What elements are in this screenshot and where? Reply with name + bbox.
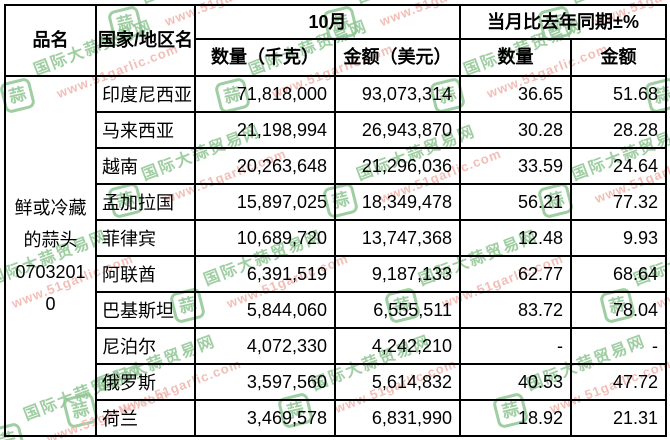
qty-kg-cell: 21,198,994	[194, 111, 336, 149]
amt-pct-cell: -	[569, 327, 668, 365]
header-month-group: 10月	[194, 4, 461, 40]
country-cell: 印度尼西亚	[95, 75, 196, 113]
qty-pct-cell: 30.28	[459, 111, 572, 149]
header-qty-pct: 数量	[459, 38, 572, 77]
table-row: 俄罗斯 3,597,560 5,614,832 40.53 47.72	[5, 363, 668, 401]
product-name-cell: 鲜或冷藏 的蒜头 0703201 0	[4, 75, 97, 437]
amt-usd-cell: 6,555,511	[334, 291, 461, 329]
qty-pct-cell: 18.92	[459, 399, 572, 437]
table-row: 阿联酋 6,391,519 9,187,133 62.77 68.64	[5, 255, 668, 293]
qty-pct-cell: 33.59	[459, 147, 572, 185]
qty-pct-cell: -	[459, 327, 572, 365]
table-row: 尼泊尔 4,072,330 4,242,210- -	[5, 327, 668, 365]
header-amt-usd: 金额（美元）	[334, 38, 461, 77]
amt-pct-cell: 28.28	[569, 111, 668, 149]
table-row: 孟加拉国 15,897,025 18,349,478 56.21 77.32	[5, 183, 668, 221]
amt-pct-cell: 47.72	[569, 363, 668, 401]
amt-pct-cell: 21.31	[569, 399, 668, 437]
country-cell: 荷兰	[95, 399, 196, 437]
qty-kg-cell: 5,844,060	[194, 291, 336, 329]
country-cell: 俄罗斯	[95, 363, 196, 401]
garlic-export-table: 品名 国家/地区名 10月 当月比去年同期±% 数量（千克） 金额（美元） 数量…	[4, 4, 668, 437]
country-cell: 越南	[95, 147, 196, 185]
table-row: 巴基斯坦 5,844,060 6,555,511 83.72 78.04	[5, 291, 668, 329]
amt-usd-cell: 26,943,870	[334, 111, 461, 149]
header-amt-pct: 金额	[569, 38, 668, 77]
qty-pct-cell: 12.48	[459, 219, 572, 257]
amt-pct-cell: 68.64	[569, 255, 668, 293]
amt-pct-cell: 51.68	[569, 75, 668, 113]
table-row: 鲜或冷藏 的蒜头 0703201 0 印度尼西亚 71,818,000 93,073,…	[4, 75, 668, 437]
amt-usd-cell: 5,614,832	[334, 363, 461, 401]
table-row: 菲律宾 10,689,720 13,747,368 12.48 9.93	[5, 219, 668, 257]
amt-usd-cell: 93,073,314	[334, 75, 461, 113]
amt-pct-cell: 24.64	[569, 147, 668, 185]
table-row: 荷兰 3,469,578 6,831,990 18.92 21.31	[5, 399, 668, 437]
amt-pct-cell: 78.04	[569, 291, 668, 329]
amt-usd-cell: 13,747,368	[334, 219, 461, 257]
amt-pct-cell: 77.32	[569, 183, 668, 221]
amt-usd-cell: 21,296,036	[334, 147, 461, 185]
qty-kg-cell: 20,263,648	[194, 147, 336, 185]
qty-kg-cell: 4,072,330	[194, 327, 336, 365]
table-row: 越南 20,263,648 21,296,036 33.59 24.64	[5, 147, 668, 185]
qty-pct-cell: 62.77	[459, 255, 572, 293]
country-cell: 马来西亚	[95, 111, 196, 149]
country-cell: 尼泊尔	[95, 327, 196, 365]
header-product: 品名	[4, 4, 97, 77]
qty-kg-cell: 10,689,720	[194, 219, 336, 257]
qty-pct-cell: 40.53	[459, 363, 572, 401]
qty-kg-cell: 71,818,000	[194, 75, 336, 113]
qty-kg-cell: 3,469,578	[194, 399, 336, 437]
country-cell: 阿联酋	[95, 255, 196, 293]
qty-pct-cell: 36.65	[459, 75, 572, 113]
qty-pct-cell: 56.21	[459, 183, 572, 221]
amt-pct-cell: 9.93	[569, 219, 668, 257]
country-cell: 菲律宾	[95, 219, 196, 257]
qty-kg-cell: 6,391,519	[194, 255, 336, 293]
amt-usd-cell: 6,831,990	[334, 399, 461, 437]
country-cell: 巴基斯坦	[95, 291, 196, 329]
amt-usd-cell: 4,242,210	[334, 327, 461, 365]
qty-pct-cell: 83.72	[459, 291, 572, 329]
amt-usd-cell: 18,349,478	[334, 183, 461, 221]
table-row: 马来西亚 21,198,994 26,943,870 30.28 28.28	[5, 111, 668, 149]
qty-kg-cell: 15,897,025	[194, 183, 336, 221]
qty-kg-cell: 3,597,560	[194, 363, 336, 401]
amt-usd-cell: 9,187,133	[334, 255, 461, 293]
header-country: 国家/地区名	[95, 4, 196, 77]
header-yoy-group: 当月比去年同期±%	[458, 4, 668, 40]
country-cell: 孟加拉国	[95, 183, 196, 221]
header-qty-kg: 数量（千克）	[194, 38, 336, 77]
